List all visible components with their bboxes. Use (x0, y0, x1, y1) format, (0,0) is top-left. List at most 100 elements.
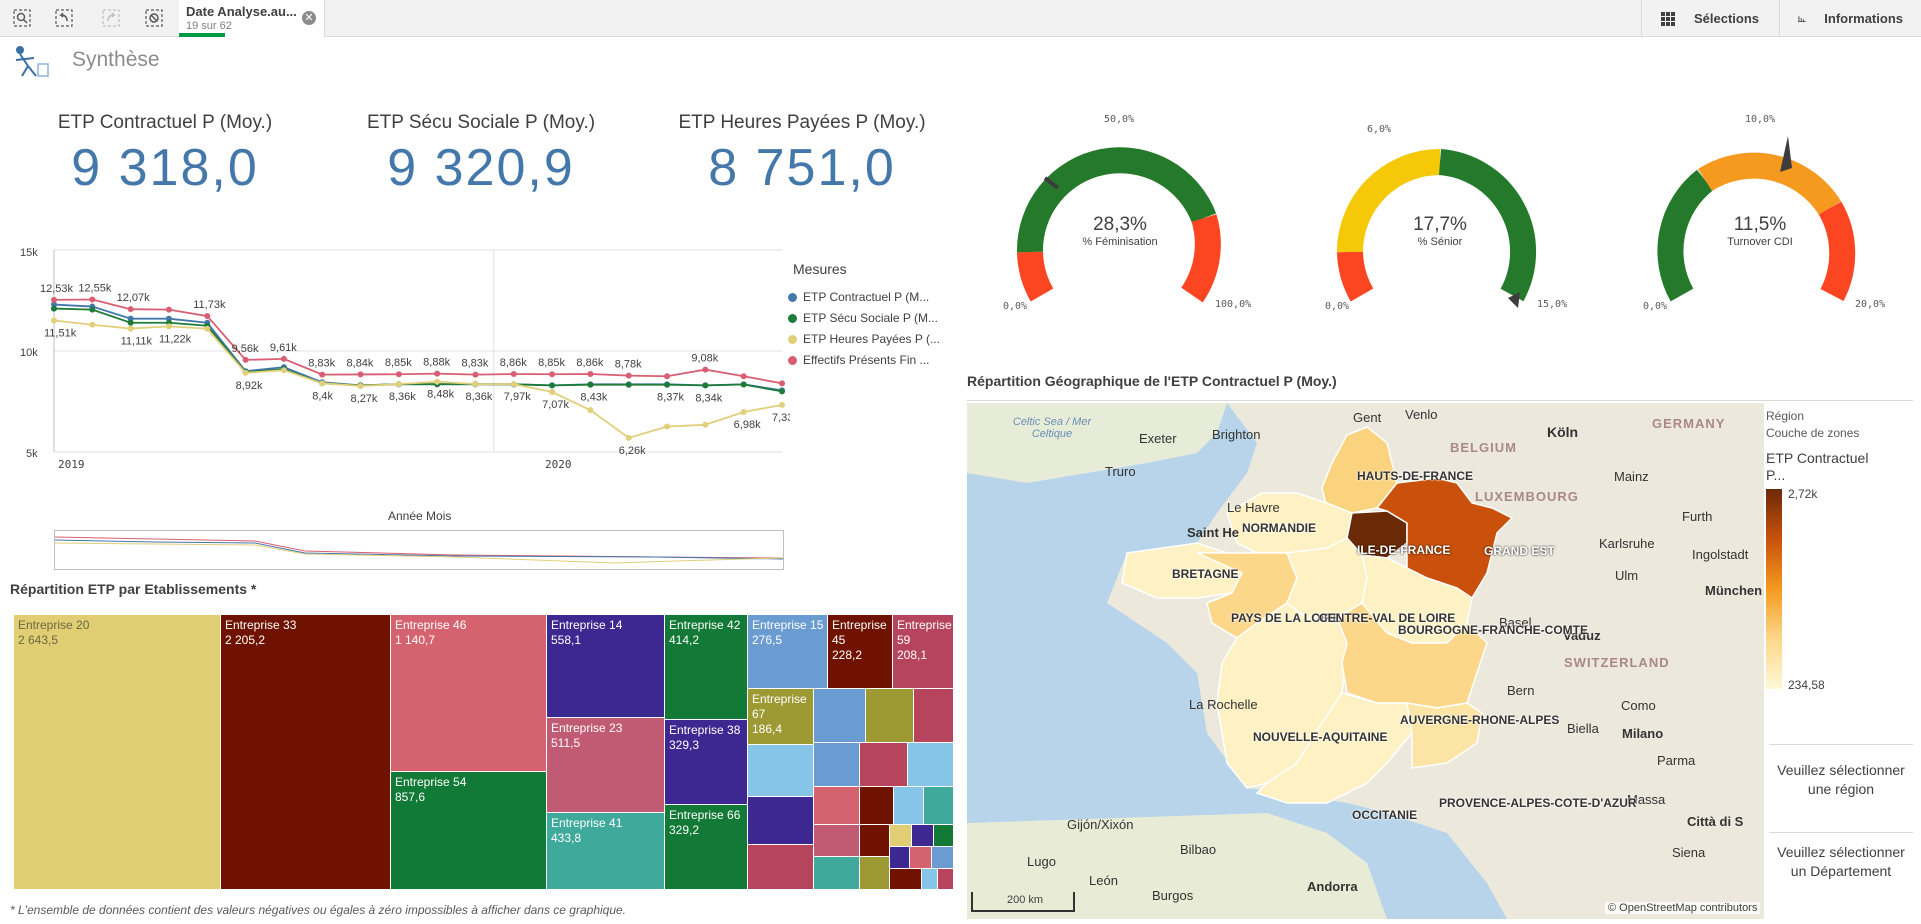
gauge-label: % Sénior (1417, 236, 1463, 248)
legend-item[interactable]: ETP Contractuel P (M... (788, 290, 929, 304)
data-point (472, 371, 479, 378)
treemap-cell[interactable]: Entreprise 46 1 140,7 (391, 615, 547, 772)
selections-button[interactable]: Sélections (1641, 0, 1779, 37)
info-bars-icon (1798, 15, 1807, 22)
city-label: Bern (1507, 683, 1535, 698)
treemap-cell[interactable]: Entreprise 23 511,5 (547, 718, 665, 813)
data-point (549, 382, 556, 389)
kpi-etp-secu-sociale[interactable]: ETP Sécu Sociale P (Moy.) 9 320,9 (346, 112, 616, 198)
gauge-mark: 10,0% (1745, 114, 1776, 125)
treemap-cell[interactable]: Entreprise 41 433,8 (547, 813, 665, 890)
kpi-etp-contractuel[interactable]: ETP Contractuel P (Moy.) 9 318,0 (30, 112, 300, 198)
gauge-band-green (1016, 147, 1217, 253)
treemap-cell[interactable] (814, 689, 866, 743)
treemap-cell[interactable] (914, 689, 954, 743)
city-label: Köln (1547, 424, 1579, 440)
treemap-cell[interactable] (748, 845, 814, 890)
data-label: 8,83k (308, 358, 335, 370)
data-label: 6,98k (734, 419, 761, 431)
data-label: 8,84k (347, 357, 374, 369)
data-point (625, 372, 632, 379)
treemap-cell[interactable] (890, 825, 912, 847)
data-label: 8,85k (538, 357, 565, 369)
country-label: SWITZERLAND (1564, 655, 1670, 670)
region-auvergne-rhone-alpes[interactable] (1336, 602, 1488, 709)
gauge-mark: 6,0% (1367, 124, 1392, 135)
treemap-cell[interactable]: Entreprise 54 857,6 (391, 772, 547, 890)
treemap-cell[interactable] (814, 825, 860, 857)
smart-search-icon[interactable] (8, 5, 36, 31)
treemap-cell[interactable] (932, 847, 954, 869)
treemap-cell[interactable] (748, 745, 814, 797)
treemap-cell[interactable] (860, 857, 890, 890)
kpi-etp-heures-payees[interactable]: ETP Heures Payées P (Moy.) 8 751,0 (657, 112, 947, 198)
treemap-cell[interactable]: Entreprise 20 2 643,5 (14, 615, 221, 890)
informations-button[interactable]: Informations (1779, 0, 1921, 37)
treemap-cell[interactable]: Entreprise 67 186,4 (748, 689, 814, 745)
treemap-cell[interactable] (890, 847, 910, 869)
legend-item[interactable]: Effectifs Présents Fin ... (788, 353, 930, 367)
treemap-cell[interactable] (814, 857, 860, 890)
treemap-cell[interactable] (866, 689, 914, 743)
sheet-title: Synthèse (72, 48, 160, 71)
step-forward-icon[interactable] (97, 5, 125, 31)
clear-selections-icon[interactable] (140, 5, 168, 31)
treemap-cell[interactable] (814, 743, 860, 787)
map-scale-bar: 200 km (971, 892, 1075, 912)
treemap-cell[interactable] (910, 847, 932, 869)
treemap-cell[interactable] (860, 743, 908, 787)
city-label: München (1705, 583, 1763, 598)
city-label: Andorra (1307, 879, 1358, 894)
city-label: Ingolstadt (1692, 547, 1749, 562)
treemap-cell[interactable]: Entreprise 45 228,2 (828, 615, 893, 689)
treemap-cell[interactable] (922, 869, 938, 890)
treemap-cell[interactable]: Entreprise 66 329,2 (665, 805, 748, 890)
treemap-cell[interactable] (890, 869, 922, 890)
treemap-cell[interactable] (860, 787, 894, 825)
gauge-needle (1780, 136, 1792, 172)
treemap-cell[interactable]: Entreprise 33 2 205,2 (221, 615, 391, 890)
city-label: León (1089, 873, 1118, 888)
treemap-cell[interactable]: Entreprise 14 558,1 (547, 615, 665, 718)
data-label: 8,37k (657, 392, 684, 404)
data-label: 11,11k (121, 336, 153, 348)
line-chart-plot[interactable]: 12,53k 12,55k 12,07k 11,73k 9,56k 9,61k 8,83k 8… (0, 240, 790, 480)
treemap-cell[interactable] (908, 743, 954, 787)
region-paca[interactable] (1406, 702, 1483, 769)
close-icon[interactable]: ✕ (302, 11, 316, 25)
treemap-cell[interactable]: Entreprise 59 208,1 (893, 615, 954, 689)
treemap-cell[interactable]: Entreprise 15 276,5 (748, 615, 828, 689)
treemap-cell[interactable]: Entreprise 38 329,3 (665, 720, 748, 805)
map-attribution[interactable]: © OpenStreetMap contributors (1605, 902, 1761, 914)
time-scrollbar[interactable] (54, 530, 784, 570)
select-region-button[interactable]: Veuillez sélectionner une région (1769, 744, 1913, 830)
legend-item[interactable]: ETP Heures Payées P (... (788, 332, 940, 346)
series-line (53, 307, 783, 393)
legend-item[interactable]: ETP Sécu Sociale P (M... (788, 311, 938, 325)
series-line (53, 298, 783, 385)
gauge-value: 11,5% (1733, 214, 1787, 235)
map-view[interactable]: Celtic Sea / Mer Celtique Exeter Brighto… (967, 403, 1764, 919)
region-label: BRETAGNE (1172, 567, 1239, 581)
treemap-cell[interactable] (938, 869, 954, 890)
select-departement-button[interactable]: Veuillez sélectionner un Département (1769, 832, 1913, 920)
data-point (89, 321, 96, 328)
treemap-cell[interactable] (934, 825, 954, 847)
selection-tab-date-analyse[interactable]: Date Analyse.au... 19 sur 62 ✕ (179, 0, 325, 37)
gauge-band-green (1657, 169, 1714, 302)
treemap-cell[interactable]: Entreprise 42 414,2 (665, 615, 748, 720)
treemap-cell[interactable] (814, 787, 860, 825)
treemap-cell[interactable] (924, 787, 954, 825)
treemap[interactable]: Entreprise 20 2 643,5 Entreprise 33 2 205,… (14, 615, 954, 890)
treemap-cell[interactable] (860, 825, 890, 857)
treemap-cell[interactable] (894, 787, 924, 825)
step-back-icon[interactable] (50, 5, 78, 31)
treemap-cell[interactable] (912, 825, 934, 847)
data-label: 9,08k (691, 353, 718, 365)
data-label: 9,56k (232, 343, 259, 355)
legend-max: 2,72k (1788, 487, 1818, 501)
city-label: Gent (1353, 410, 1382, 425)
data-point (242, 369, 249, 376)
data-label: 8,88k (423, 357, 450, 369)
treemap-cell[interactable] (748, 797, 814, 845)
